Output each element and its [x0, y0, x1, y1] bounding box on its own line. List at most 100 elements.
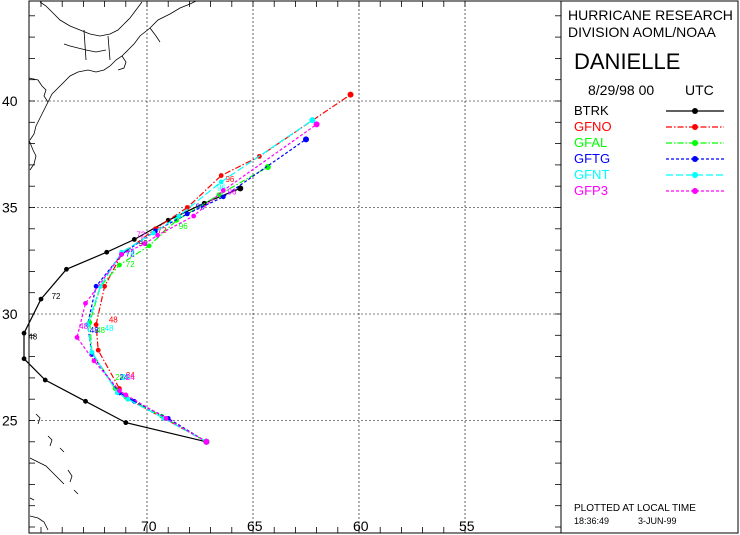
track-point: [117, 262, 122, 268]
forecast-hour-label: 72: [136, 230, 145, 239]
forecast-hour-label: 24: [126, 373, 135, 382]
datetime: 8/29/98 00: [588, 82, 654, 98]
track-point: [93, 283, 99, 289]
track-point: [146, 243, 152, 249]
legend-item-btrk: BTRK: [574, 103, 724, 118]
legend-item-gftg: GFTG: [574, 151, 724, 166]
islands: [29, 413, 79, 531]
coastline: [28, 0, 197, 171]
track-point: [142, 241, 148, 247]
x-tick-label: 70: [141, 518, 157, 534]
track-point: [220, 194, 226, 200]
legend-label: GFAL: [574, 135, 607, 150]
forecast-hour-label: 96: [217, 183, 226, 192]
y-tick-label: 35: [2, 200, 18, 216]
forecast-hour-label: 96: [228, 188, 237, 197]
forecast-hour-label: 24: [122, 373, 131, 382]
legend-label: GFNT: [574, 167, 609, 182]
track-point: [303, 136, 309, 143]
track-point: [309, 117, 316, 124]
track-point: [155, 232, 161, 238]
legend-marker: [692, 124, 698, 130]
legend-label: GFNO: [574, 119, 612, 134]
track-line: [86, 119, 313, 443]
track-point: [21, 356, 27, 362]
storm-name: DANIELLE: [574, 49, 680, 74]
track-point: [104, 249, 110, 255]
forecast-hour-label: 48: [96, 326, 105, 335]
legend-item-gfno: GFNO: [574, 119, 724, 134]
track-point: [220, 188, 226, 193]
forecast-hour-label: 96: [179, 222, 188, 231]
track-point: [119, 251, 124, 257]
series-gfnt: 24 48 72 96: [85, 117, 316, 445]
track-point: [125, 396, 131, 402]
plotted-time: 18:36:49: [574, 516, 609, 526]
track-point: [150, 230, 156, 236]
track-point: [313, 121, 320, 128]
forecast-hour-label: 72: [126, 249, 135, 258]
legend-label: GFTG: [574, 151, 610, 166]
track-point: [218, 173, 224, 178]
x-tick-label: 55: [459, 518, 475, 534]
track-point: [191, 213, 197, 219]
track-point: [102, 283, 107, 289]
forecast-hour-label: 48: [28, 333, 37, 342]
forecast-hour-label: 48: [109, 316, 118, 325]
forecast-hour-label: 48: [90, 326, 99, 335]
forecast-hour-label: 72: [126, 260, 135, 269]
track-point: [174, 217, 180, 223]
forecast-hour-label: 24: [119, 373, 128, 382]
track-point: [176, 213, 182, 219]
track-point: [83, 398, 88, 404]
track-point: [64, 266, 69, 272]
track-point: [38, 296, 44, 302]
legend-marker: [692, 140, 698, 146]
track-point: [123, 392, 129, 398]
forecast-hour-label: 24: [115, 373, 124, 382]
legend-item-gfp3: GFP3: [574, 183, 724, 198]
y-tick-label: 25: [2, 413, 18, 429]
legend-marker: [692, 172, 698, 178]
track-point: [347, 91, 354, 98]
org-line-2: DIVISION AOML/NOAA: [568, 24, 716, 40]
forecast-hour-label: 48: [79, 322, 88, 331]
track-point: [131, 237, 137, 242]
legend-marker: [692, 188, 698, 194]
map-frame: [28, 0, 562, 534]
track-point: [95, 347, 101, 353]
track-line: [86, 138, 307, 443]
track-point: [85, 322, 91, 328]
y-tick-label: 30: [2, 306, 18, 322]
y-tick-label: 40: [2, 93, 18, 109]
track-point: [91, 358, 97, 364]
plotted-note: PLOTTED AT LOCAL TIME: [574, 503, 696, 514]
series-gfp3: 24 48 72 96: [74, 121, 320, 445]
legend-marker: [692, 108, 698, 114]
legend-panel: [560, 0, 739, 534]
legend-item-gfnt: GFNT: [574, 167, 724, 182]
org-line-1: HURRICANE RESEARCH: [568, 7, 733, 23]
track-point: [184, 205, 190, 210]
track-point: [117, 388, 122, 394]
track-point: [42, 377, 48, 383]
forecast-hour-label: 72: [52, 292, 61, 301]
legend-label: BTRK: [574, 103, 609, 118]
x-tick-label: 60: [353, 518, 369, 534]
track-point: [123, 420, 129, 426]
track-point: [93, 322, 99, 328]
forecast-hour-label: 96: [196, 203, 205, 212]
track-point: [163, 415, 169, 421]
plotted-date: 3-JUN-99: [638, 516, 677, 526]
forecast-hour-label: 72: [126, 247, 135, 256]
track-point: [218, 179, 224, 185]
x-tick-label: 65: [247, 518, 263, 534]
legend-item-gfal: GFAL: [574, 135, 724, 150]
track-point: [74, 335, 80, 340]
track-point: [203, 438, 210, 445]
forecast-hour-label: 24: [126, 371, 135, 380]
track-point: [89, 349, 95, 355]
track-point: [184, 211, 190, 217]
track-point: [21, 330, 27, 336]
